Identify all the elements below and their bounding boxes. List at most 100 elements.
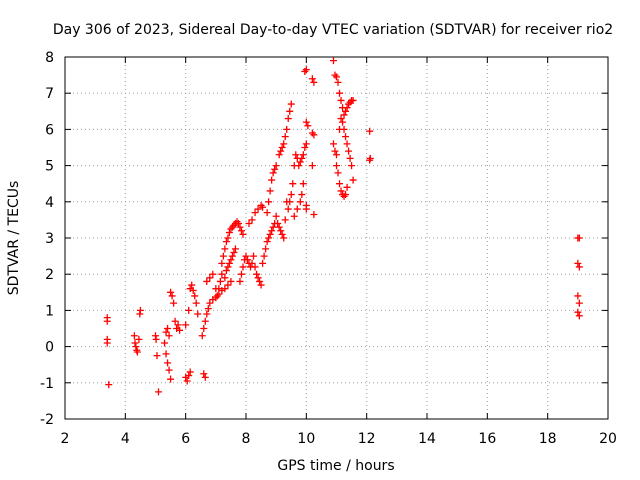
x-tick-label: 20	[599, 431, 617, 447]
data-point	[221, 285, 229, 293]
data-point	[277, 227, 285, 235]
data-point	[200, 325, 208, 332]
data-point	[329, 57, 337, 65]
data-point	[278, 144, 286, 151]
data-point	[224, 263, 232, 271]
data-point	[254, 205, 262, 213]
data-point	[135, 335, 143, 343]
data-point	[103, 317, 111, 325]
data-point	[331, 147, 339, 155]
data-point	[251, 209, 259, 217]
data-point	[269, 169, 277, 177]
data-point	[204, 305, 212, 313]
data-point	[103, 339, 111, 347]
data-point	[281, 133, 289, 141]
data-point	[182, 321, 190, 329]
data-point	[167, 288, 175, 296]
data-point	[308, 75, 316, 83]
x-axis-label: GPS time / hours	[277, 458, 394, 474]
data-point	[575, 234, 583, 242]
data-point	[298, 154, 306, 162]
data-point	[170, 299, 178, 307]
data-point	[343, 183, 351, 191]
data-point	[105, 381, 113, 389]
data-point	[185, 306, 193, 314]
data-point	[221, 274, 229, 282]
data-point	[272, 212, 280, 220]
data-point	[301, 144, 309, 151]
data-point	[237, 270, 245, 278]
data-point	[209, 270, 217, 278]
data-point	[345, 147, 353, 155]
x-tick-label: 2	[61, 431, 70, 447]
data-point	[265, 234, 273, 242]
data-point	[259, 259, 267, 267]
data-point	[287, 100, 295, 108]
data-point	[302, 66, 310, 74]
y-tick-label: 4	[45, 195, 54, 211]
data-point	[290, 212, 298, 220]
x-tick-labels: 2 4 6 8 10 12 14 16 18 20	[61, 431, 617, 447]
data-point	[260, 252, 268, 260]
data-point	[259, 203, 267, 211]
data-point	[245, 220, 253, 228]
data-point	[236, 223, 244, 231]
data-point	[293, 205, 301, 213]
data-point	[133, 348, 141, 356]
data-point	[296, 158, 304, 166]
data-point	[337, 96, 345, 104]
data-point	[268, 227, 276, 235]
data-point	[253, 270, 261, 278]
data-point	[239, 263, 247, 271]
data-point	[275, 151, 283, 159]
data-point	[165, 366, 173, 374]
data-point	[308, 162, 316, 170]
data-point	[286, 198, 294, 206]
data-point	[225, 259, 233, 267]
data-point	[155, 388, 163, 396]
data-point	[165, 332, 173, 340]
data-point	[575, 263, 583, 271]
data-point	[310, 210, 318, 218]
data-point	[171, 317, 179, 325]
data-point	[271, 165, 279, 173]
data-point	[342, 133, 350, 141]
x-tick-label: 4	[121, 431, 130, 447]
data-point	[284, 205, 292, 213]
data-point	[339, 118, 347, 126]
x-tick-label: 8	[242, 431, 251, 447]
data-point	[302, 118, 310, 126]
data-point	[230, 248, 238, 256]
data-point	[176, 326, 184, 334]
data-point	[222, 238, 230, 246]
grid	[65, 57, 608, 419]
data-point	[269, 223, 277, 231]
data-point	[212, 294, 220, 302]
data-point	[336, 125, 344, 133]
data-point	[342, 107, 350, 115]
data-point	[242, 252, 250, 260]
data-point	[218, 270, 226, 278]
chart-title: Day 306 of 2023, Sidereal Day-to-day VTE…	[53, 22, 613, 38]
data-point	[278, 230, 286, 238]
data-point	[334, 78, 342, 86]
data-point	[292, 151, 300, 159]
data-point	[575, 312, 583, 320]
data-point	[283, 125, 291, 133]
data-point	[342, 191, 350, 199]
data-point	[189, 286, 197, 294]
data-point	[277, 147, 285, 155]
data-point	[295, 162, 303, 170]
data-point	[334, 169, 342, 177]
data-point	[224, 234, 232, 242]
data-point	[224, 281, 232, 289]
data-point	[336, 180, 344, 188]
data-point	[337, 115, 345, 123]
y-tick-label: 8	[45, 50, 54, 66]
data-point	[366, 154, 374, 162]
data-point	[349, 96, 357, 104]
data-point	[234, 220, 242, 228]
data-point	[225, 229, 233, 237]
data-point	[263, 209, 271, 217]
data-point	[248, 259, 256, 267]
